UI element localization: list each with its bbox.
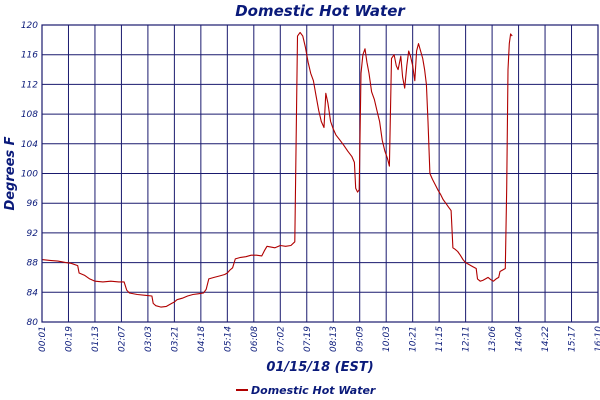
x-axis-ticks: 00:01 00:19 01:13 02:07 03:03 03:21 04:18 05:14… — [38, 326, 600, 352]
x-tick-label: 15:17 — [568, 326, 578, 352]
y-tick-label: 96 — [27, 199, 39, 209]
y-tick-label: 100 — [21, 170, 38, 180]
x-tick-label: 05:14 — [223, 326, 233, 352]
x-tick-label: 06:08 — [250, 326, 260, 352]
legend: Domestic Hot Water — [236, 384, 376, 397]
x-tick-label: 07:02 — [276, 326, 286, 352]
x-tick-label: 04:18 — [197, 326, 207, 352]
series-line — [41, 31, 513, 308]
x-tick-label: 03:03 — [144, 326, 154, 352]
y-axis-label: Degrees F — [3, 136, 18, 210]
x-tick-label: 10:21 — [409, 326, 419, 352]
x-tick-label: 10:03 — [382, 326, 392, 352]
y-tick-label: 80 — [27, 318, 39, 328]
x-tick-label: 14:22 — [541, 326, 551, 352]
grid — [41, 24, 599, 323]
y-tick-label: 92 — [27, 229, 39, 239]
y-tick-label: 112 — [21, 80, 38, 90]
x-axis-label: 01/15/18 (EST) — [266, 360, 373, 375]
y-axis-ticks: 80 84 88 92 96 100 104 108 112 116 120 — [21, 21, 38, 328]
x-tick-label: 09:09 — [356, 326, 366, 352]
y-tick-label: 120 — [21, 21, 38, 31]
y-tick-label: 108 — [21, 110, 38, 120]
x-tick-label: 11:15 — [435, 326, 445, 352]
x-tick-label: 00:01 — [38, 326, 48, 352]
y-tick-label: 104 — [21, 140, 38, 150]
x-tick-label: 13:06 — [488, 326, 498, 352]
y-tick-label: 116 — [21, 51, 38, 61]
x-tick-label: 07:19 — [303, 326, 313, 352]
series-layer — [41, 31, 513, 308]
x-tick-label: 02:07 — [117, 326, 127, 352]
x-tick-label: 12:11 — [462, 326, 472, 352]
chart-title: Domestic Hot Water — [235, 2, 406, 20]
x-tick-label: 16:10 — [594, 326, 600, 352]
x-tick-label: 08:13 — [329, 326, 339, 352]
legend-label: Domestic Hot Water — [251, 384, 376, 397]
x-tick-label: 14:04 — [515, 326, 525, 352]
y-tick-label: 88 — [27, 259, 39, 269]
x-tick-label: 01:13 — [91, 326, 101, 352]
x-tick-label: 00:19 — [64, 326, 74, 352]
y-tick-label: 84 — [27, 288, 39, 298]
plot-border — [41, 24, 599, 323]
x-tick-label: 03:21 — [170, 326, 180, 352]
